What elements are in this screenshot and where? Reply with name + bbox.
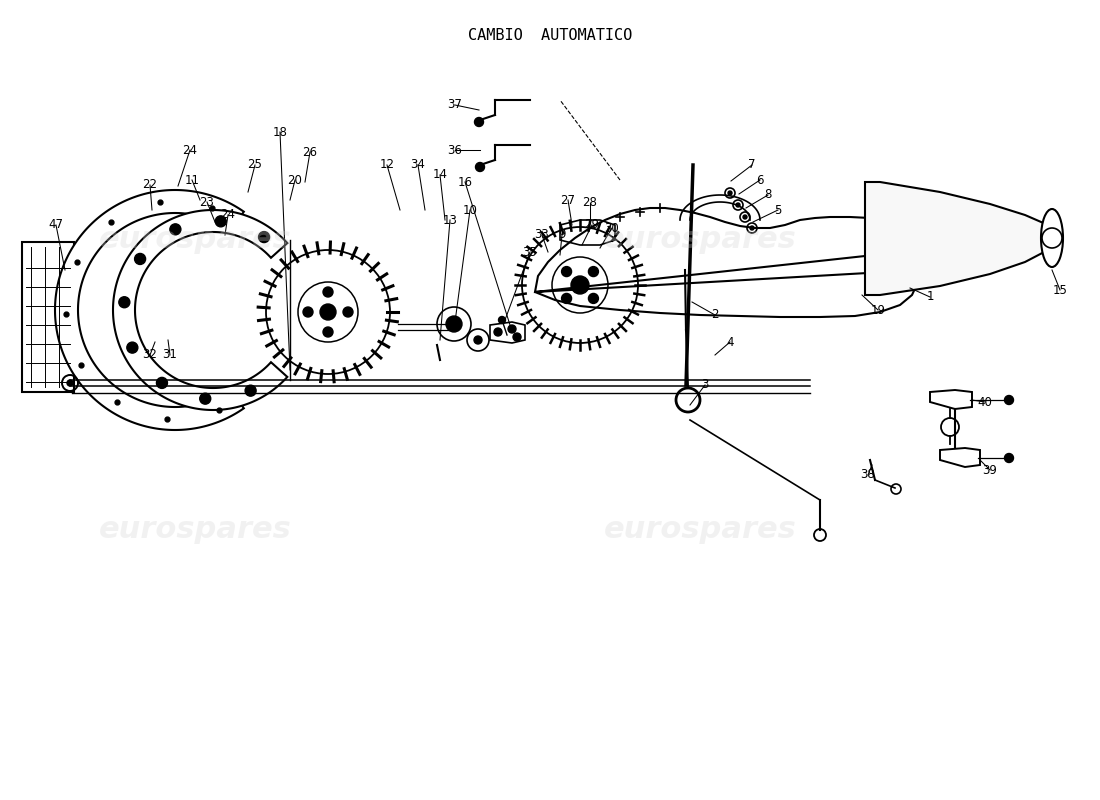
- Circle shape: [742, 215, 747, 219]
- Circle shape: [562, 294, 572, 303]
- Text: 12: 12: [379, 158, 395, 171]
- Text: 16: 16: [458, 175, 473, 189]
- Circle shape: [302, 307, 313, 317]
- Text: 5: 5: [774, 203, 782, 217]
- Text: 33: 33: [535, 229, 549, 242]
- Text: 24: 24: [183, 143, 198, 157]
- Circle shape: [1004, 395, 1013, 405]
- Text: 18: 18: [273, 126, 287, 138]
- Text: 9: 9: [558, 229, 565, 242]
- Text: 7: 7: [748, 158, 756, 171]
- Text: 4: 4: [726, 335, 734, 349]
- Circle shape: [562, 266, 572, 277]
- Text: 11: 11: [185, 174, 199, 186]
- Text: 2: 2: [712, 309, 718, 322]
- Circle shape: [750, 226, 754, 230]
- Polygon shape: [55, 190, 244, 430]
- Text: eurospares: eurospares: [604, 515, 796, 545]
- Circle shape: [320, 304, 336, 320]
- Circle shape: [494, 328, 502, 336]
- Circle shape: [245, 385, 256, 396]
- Text: 32: 32: [143, 349, 157, 362]
- Text: 34: 34: [410, 158, 426, 171]
- Text: 37: 37: [448, 98, 462, 111]
- Text: 26: 26: [302, 146, 318, 158]
- Circle shape: [498, 317, 506, 323]
- Circle shape: [323, 287, 333, 297]
- Polygon shape: [113, 210, 287, 410]
- Circle shape: [588, 294, 598, 303]
- Circle shape: [258, 231, 270, 242]
- Text: CAMBIO  AUTOMATICO: CAMBIO AUTOMATICO: [468, 28, 632, 43]
- Text: 20: 20: [287, 174, 303, 186]
- Circle shape: [343, 307, 353, 317]
- Circle shape: [216, 216, 227, 227]
- Circle shape: [475, 162, 484, 171]
- Text: 28: 28: [583, 197, 597, 210]
- Circle shape: [156, 378, 167, 389]
- Ellipse shape: [1041, 209, 1063, 267]
- Text: 19: 19: [870, 303, 886, 317]
- Text: 36: 36: [448, 143, 462, 157]
- Text: 39: 39: [982, 463, 998, 477]
- Circle shape: [474, 336, 482, 344]
- Text: eurospares: eurospares: [99, 226, 292, 254]
- Circle shape: [446, 316, 462, 332]
- Text: 22: 22: [143, 178, 157, 191]
- Text: 30: 30: [605, 222, 619, 234]
- Circle shape: [134, 254, 145, 265]
- Text: eurospares: eurospares: [604, 226, 796, 254]
- Text: 27: 27: [561, 194, 575, 206]
- Text: eurospares: eurospares: [99, 515, 292, 545]
- Circle shape: [508, 325, 516, 333]
- Circle shape: [728, 191, 732, 195]
- Text: 23: 23: [199, 195, 214, 209]
- Circle shape: [169, 224, 180, 235]
- Circle shape: [571, 276, 588, 294]
- Text: 25: 25: [248, 158, 263, 171]
- Circle shape: [126, 342, 138, 353]
- Circle shape: [588, 266, 598, 277]
- Text: 1: 1: [926, 290, 934, 303]
- Text: 31: 31: [163, 349, 177, 362]
- Text: 24: 24: [220, 209, 235, 222]
- Text: 13: 13: [442, 214, 458, 226]
- Circle shape: [474, 118, 484, 126]
- Circle shape: [323, 327, 333, 337]
- Text: 29: 29: [584, 218, 600, 231]
- Text: 8: 8: [764, 189, 772, 202]
- Text: 38: 38: [860, 469, 876, 482]
- Circle shape: [513, 333, 521, 341]
- Circle shape: [119, 297, 130, 308]
- Text: 47: 47: [48, 218, 64, 231]
- Circle shape: [1004, 454, 1013, 462]
- Text: 10: 10: [463, 203, 477, 217]
- Circle shape: [736, 203, 740, 207]
- Text: 3: 3: [702, 378, 708, 391]
- Circle shape: [200, 393, 211, 404]
- Text: 14: 14: [432, 169, 448, 182]
- Polygon shape: [865, 182, 1055, 295]
- Text: 40: 40: [978, 395, 992, 409]
- Text: 35: 35: [522, 246, 538, 258]
- Circle shape: [67, 380, 73, 386]
- Text: 6: 6: [757, 174, 763, 186]
- Text: 15: 15: [1053, 283, 1067, 297]
